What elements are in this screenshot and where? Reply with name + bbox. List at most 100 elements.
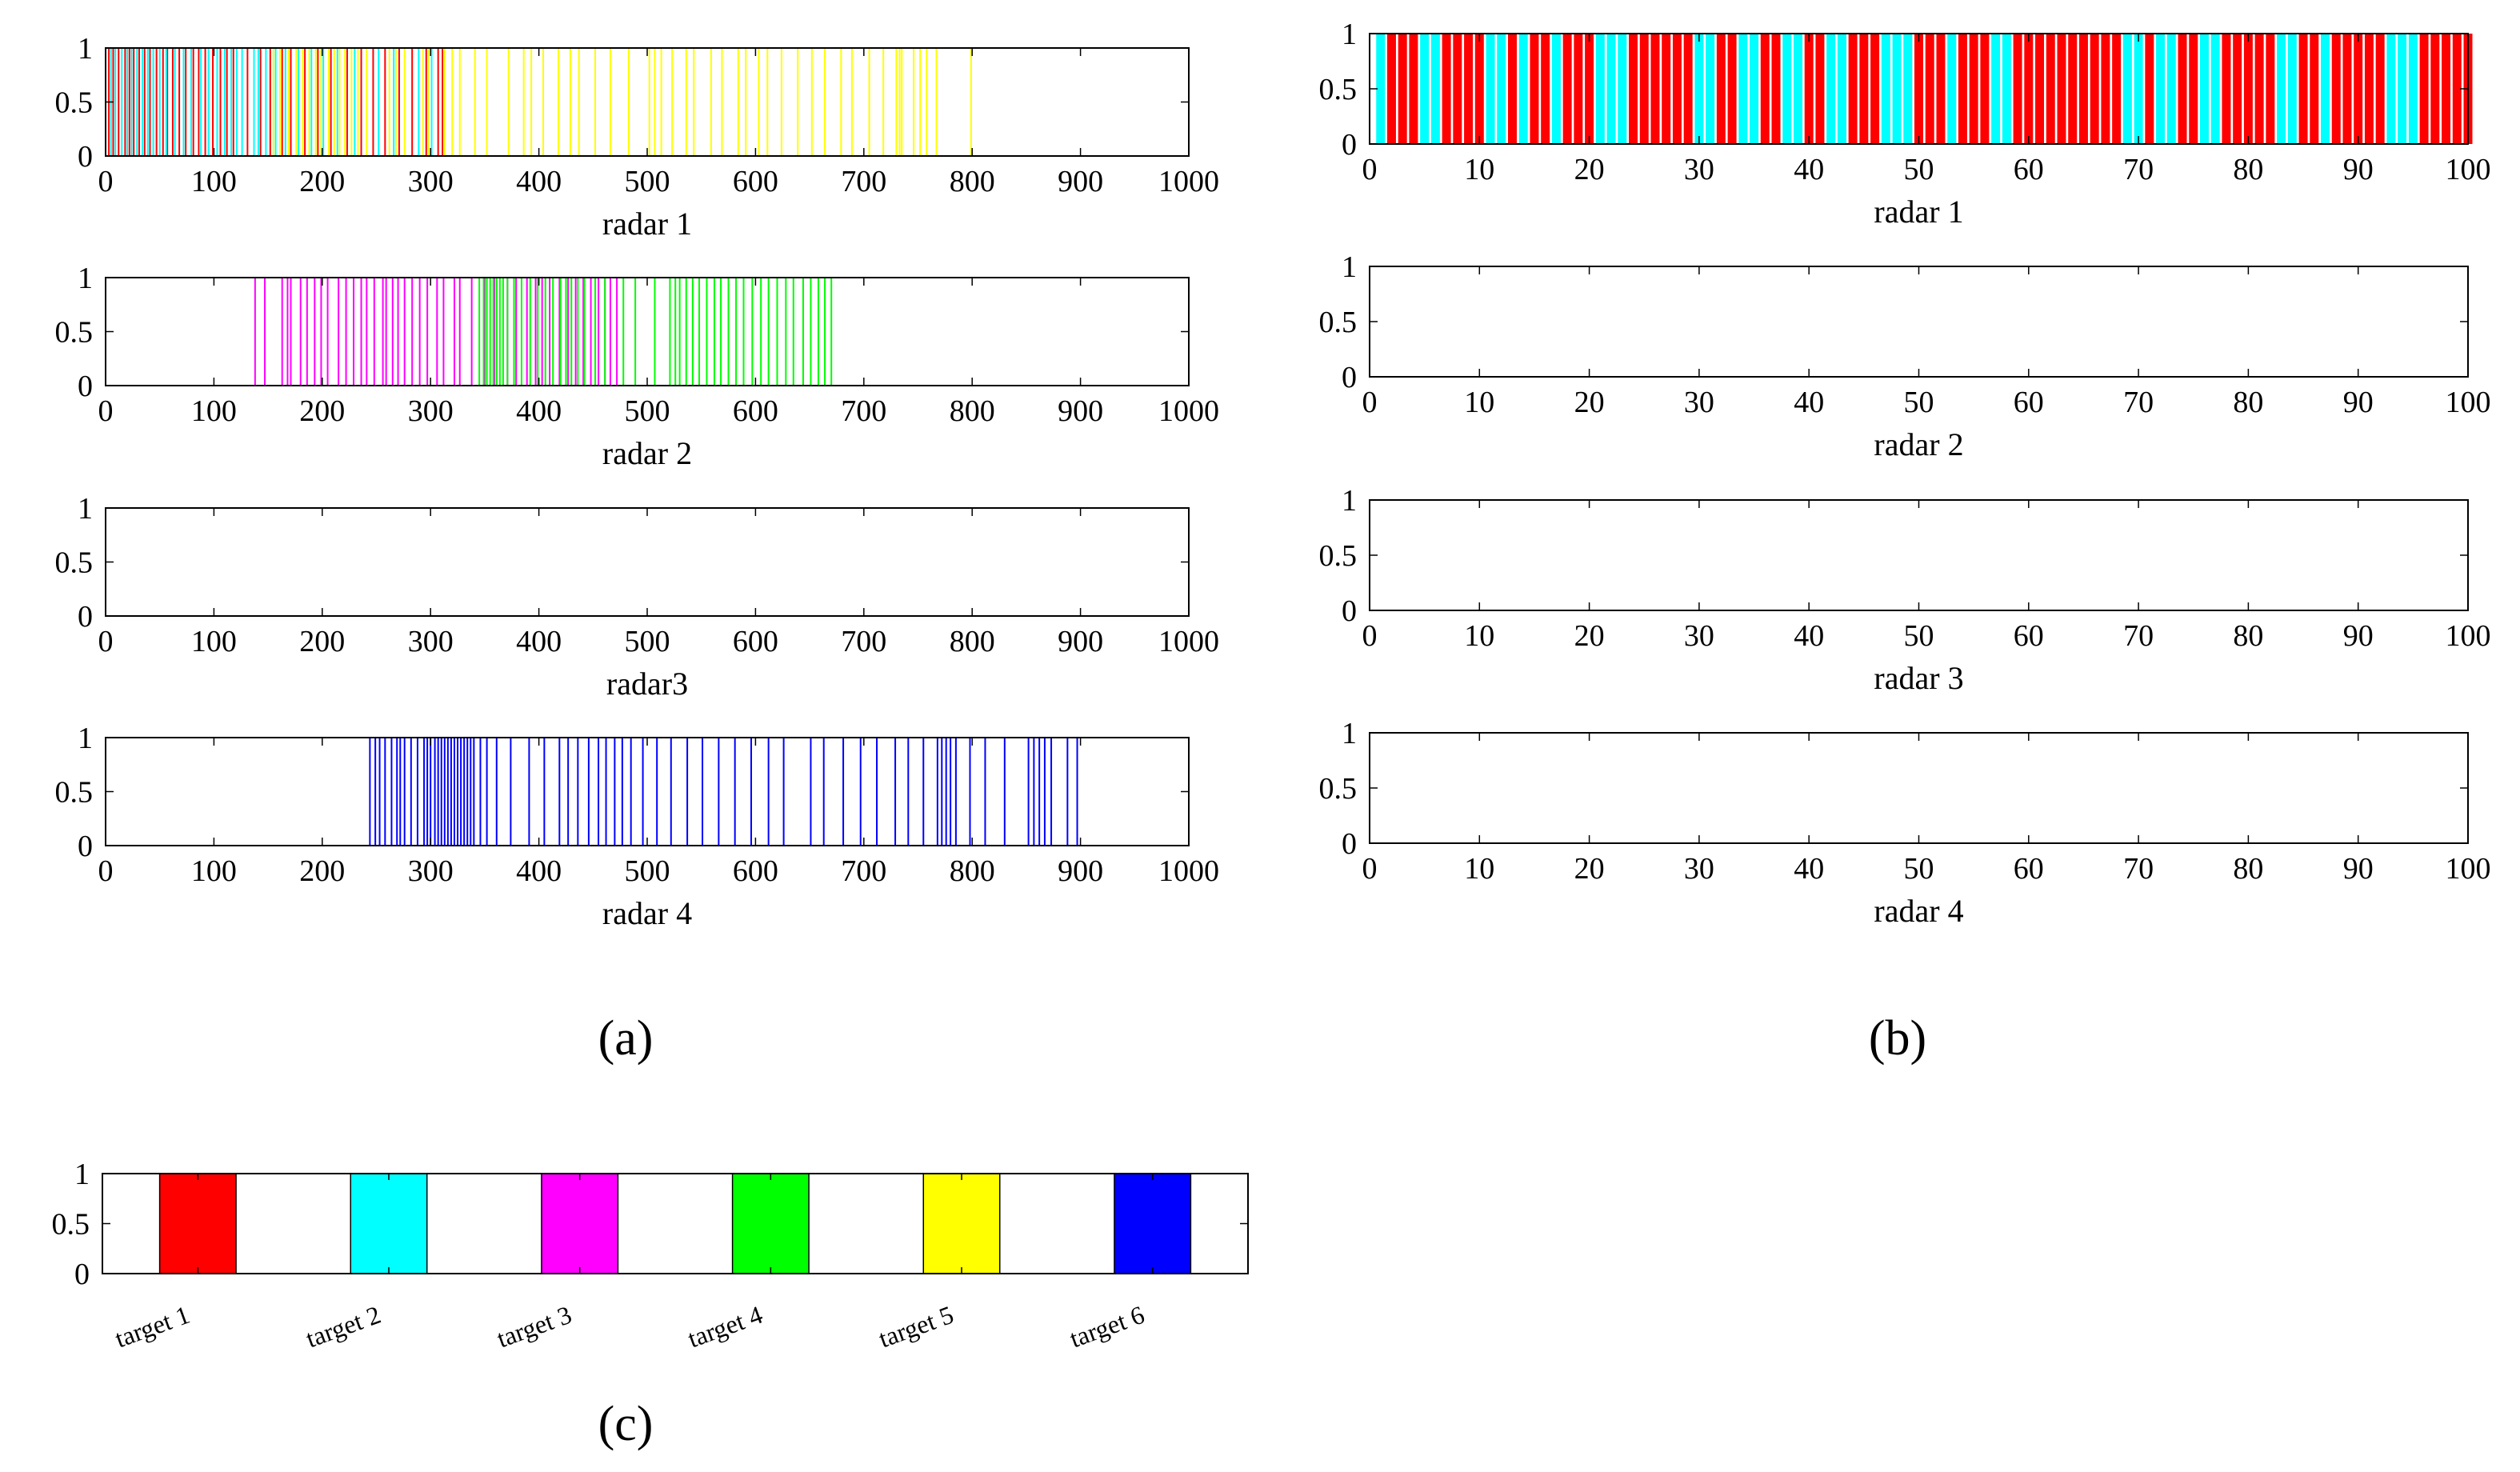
bar-mark [1706, 34, 1715, 144]
bar-mark [2101, 34, 2110, 144]
bar-mark [2398, 34, 2407, 144]
x-tick-label: 80 [2233, 619, 2263, 653]
category-label: target 5 [875, 1300, 958, 1354]
x-tick-label: 40 [1794, 153, 1824, 186]
bar-mark [2287, 34, 2297, 144]
plot-frame [105, 47, 1190, 157]
bar-mark [2310, 34, 2319, 144]
bar-mark [2233, 34, 2242, 144]
bar-mark [1398, 34, 1407, 144]
chart-c: target 1 target 2 target 3 target 4 target 5… [52, 1158, 1249, 1354]
bar-mark [2112, 34, 2122, 144]
series-target-4 [478, 278, 833, 386]
series-target-1 [108, 48, 444, 156]
chart-b4: 0 10 20 30 40 50 60 70 80 90 100 radar 4 0 0.5 1 [1319, 717, 2491, 929]
x-axis-title: radar 2 [602, 435, 692, 471]
chart-a3: 0 100 200 300 400 500 600 700 800 900 1000 radar3 0 0… [55, 492, 1220, 702]
bar-mark [2364, 34, 2374, 144]
plot-frame [102, 1173, 1249, 1274]
x-tick-label: 60 [2014, 852, 2044, 886]
x-axis-title: radar 2 [1874, 426, 1963, 462]
bar-mark [1618, 34, 1627, 144]
chart-a1: 0 100 200 300 400 500 600 700 800 900 1000 radar 1 0… [55, 32, 1220, 242]
category-label: target 6 [1066, 1300, 1148, 1354]
category-label: target 2 [302, 1300, 385, 1354]
x-tick-label: 30 [1684, 386, 1714, 419]
x-tick-label: 300 [408, 854, 454, 888]
bar-mark [2035, 34, 2045, 144]
x-tick-label: 20 [1574, 619, 1605, 653]
x-tick-label: 90 [2343, 619, 2374, 653]
y-tick-label: 0.5 [55, 86, 94, 120]
x-tick-label: 700 [841, 625, 886, 658]
x-tick-label: 0 [1362, 386, 1378, 419]
x-tick-label: 600 [733, 394, 778, 428]
y-tick-label: 1 [78, 262, 93, 295]
x-tick-label: 50 [1904, 852, 1934, 886]
bar-mark [1848, 34, 1858, 144]
bar-mark [2452, 34, 2462, 144]
bar-mark [2386, 34, 2396, 144]
x-tick-label: 100 [191, 854, 237, 888]
x-tick-label: 40 [1794, 852, 1824, 886]
bar-mark [1815, 34, 1825, 144]
x-tick-label: 600 [733, 625, 778, 658]
x-axis-title: radar 3 [1874, 660, 1963, 696]
x-tick-label: 20 [1574, 852, 1605, 886]
y-tick-label: 0.5 [1319, 539, 1358, 573]
bar-mark [1376, 34, 1386, 144]
y-tick-label: 0 [1342, 594, 1357, 628]
chart-b3: 0 10 20 30 40 50 60 70 80 90 100 radar 3 0 0.5 1 [1319, 484, 2491, 696]
bar-mark [2298, 34, 2308, 144]
bar-mark [2408, 34, 2418, 144]
x-tick-label: 500 [625, 625, 670, 658]
x-tick-label: 900 [1058, 165, 1103, 198]
bar-mark [1551, 34, 1561, 144]
y-tick-label: 0.5 [1319, 306, 1358, 339]
x-tick-label: 40 [1794, 619, 1824, 653]
bar-mark [2277, 34, 2286, 144]
bar-mark [1727, 34, 1737, 144]
x-tick-label: 90 [2343, 153, 2374, 186]
bar-target-5 [922, 1173, 1001, 1274]
bar-mark [2419, 34, 2429, 144]
bar-mark [2156, 34, 2166, 144]
x-tick-label: 20 [1574, 153, 1605, 186]
bar-mark [1585, 34, 1594, 144]
bar-mark [1606, 34, 1616, 144]
bar-mark [1947, 34, 1957, 144]
x-tick-label: 80 [2233, 386, 2263, 419]
bar-mark [2002, 34, 2011, 144]
category-label: target 3 [493, 1300, 575, 1354]
plot-frame [1369, 33, 2469, 145]
bar-mark [1409, 34, 1418, 144]
bar-mark [2375, 34, 2385, 144]
x-tick-label: 20 [1574, 386, 1605, 419]
x-tick-label: 100 [2446, 386, 2491, 419]
x-axis-title: radar3 [606, 666, 688, 702]
y-tick-label: 1 [1342, 18, 1357, 51]
x-tick-label: 30 [1684, 852, 1714, 886]
bar-mark [1760, 34, 1770, 144]
bar-mark [1541, 34, 1550, 144]
bar-mark [1694, 34, 1704, 144]
x-tick-label: 1000 [1158, 854, 1219, 888]
x-tick-label: 0 [98, 394, 114, 428]
bar-mark [1958, 34, 1967, 144]
x-tick-label: 400 [516, 394, 562, 428]
bar-target-2 [350, 1173, 428, 1274]
x-tick-label: 100 [2446, 619, 2491, 653]
series-target-6 [369, 738, 1078, 846]
x-tick-label: 300 [408, 165, 454, 198]
x-tick-label: 50 [1904, 153, 1934, 186]
series-target-5 [272, 48, 972, 156]
bar-mark [2013, 34, 2022, 144]
y-tick-label: 0.5 [55, 316, 94, 350]
bar-mark [2189, 34, 2198, 144]
y-tick-label: 1 [1342, 717, 1357, 750]
panel-label-b: (b) [1869, 1011, 1926, 1066]
x-tick-label: 50 [1904, 386, 1934, 419]
y-tick-label: 1 [78, 32, 93, 66]
bar-mark [2068, 34, 2078, 144]
bar-mark [1804, 34, 1814, 144]
